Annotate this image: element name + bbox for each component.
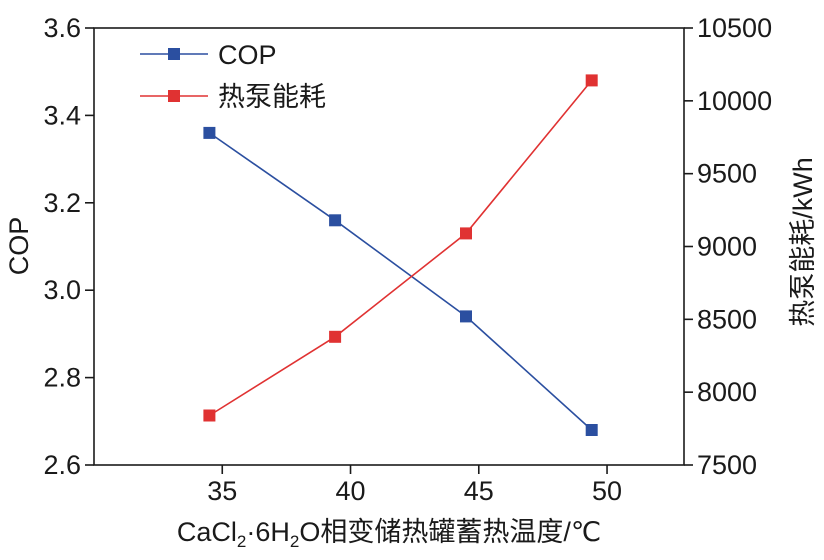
legend-label-energy: 热泵能耗 — [218, 82, 326, 112]
series-1-point-2 — [460, 227, 472, 240]
series-0-point-0 — [203, 126, 216, 139]
x-axis-title: CaCl2·6H2O相变储热罐蓄热温度/℃ — [177, 517, 601, 551]
x-tick-label: 35 — [207, 476, 237, 506]
y-right-tick-label: 10500 — [697, 13, 772, 43]
y-left-tick-label: 3.4 — [43, 100, 81, 130]
legend-marker-energy — [168, 90, 180, 102]
x-axis-title-prefix: CaCl — [177, 517, 237, 547]
legend-marker-cop — [168, 48, 180, 60]
x-tick-label: 50 — [592, 476, 622, 506]
y-left-tick-label: 2.6 — [43, 450, 81, 480]
x-tick-label: 40 — [335, 476, 365, 506]
y-right-tick-label: 9500 — [697, 159, 757, 189]
series-1-point-1 — [329, 330, 342, 343]
series-line-0 — [208, 132, 593, 431]
y-left-tick-label: 3.6 — [43, 13, 81, 43]
y-axis-left-title: COP — [4, 217, 34, 276]
legend-label-cop: COP — [218, 40, 277, 70]
plot-frame — [93, 27, 685, 466]
x-axis-title-sub2: 2 — [290, 532, 299, 551]
legend: COP 热泵能耗 — [140, 40, 326, 112]
y-right-tick-label: 8000 — [697, 377, 757, 407]
x-axis-title-mid: ·6H — [246, 517, 290, 547]
series-0-point-3 — [585, 424, 598, 436]
x-tick-label: 45 — [464, 476, 494, 506]
y-right-tick-label: 10000 — [697, 86, 772, 116]
y-left-tick-label: 3.2 — [43, 188, 81, 218]
y-axis-right-title: 热泵能耗/kWh — [788, 157, 818, 327]
series-1-point-0 — [203, 409, 216, 422]
series-0-point-2 — [460, 310, 472, 323]
y-right-tick-label: 8500 — [697, 304, 757, 334]
series-0-point-1 — [329, 214, 342, 227]
y-right-tick-label: 9000 — [697, 232, 757, 262]
series-1-point-3 — [585, 74, 598, 87]
y-left-tick-label: 2.8 — [43, 363, 81, 393]
x-axis-title-suffix: O相变储热罐蓄热温度/℃ — [299, 517, 601, 547]
x-axis-title-sub1: 2 — [237, 532, 246, 551]
y-left-tick-label: 3.0 — [43, 275, 81, 305]
y-right-tick-label: 7500 — [697, 450, 757, 480]
series-line-1 — [208, 79, 593, 417]
